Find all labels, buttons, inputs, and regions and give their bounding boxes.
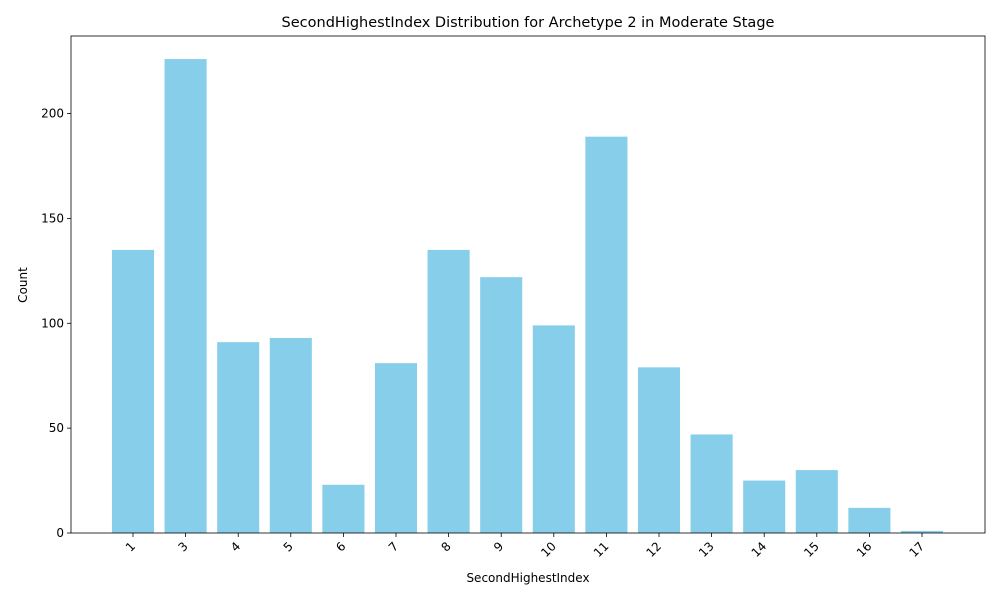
x-tick-label: 12 xyxy=(643,539,664,560)
x-tick-label: 9 xyxy=(491,539,506,554)
bar-6 xyxy=(322,484,365,533)
x-tick-label: 14 xyxy=(749,539,770,560)
bar-13 xyxy=(690,434,733,533)
y-tick-label: 200 xyxy=(41,107,64,121)
y-tick-label: 50 xyxy=(49,421,64,435)
x-tick-label: 16 xyxy=(854,539,875,560)
x-tick-label: 1 xyxy=(123,539,138,554)
bar-15 xyxy=(795,470,838,533)
x-axis: 1 3 4 5 6 7 8 9 10 11 12 13 14 15 16 17 xyxy=(123,533,927,560)
bar-12 xyxy=(637,367,681,533)
x-tick-label: 13 xyxy=(696,539,717,560)
x-tick-label: 3 xyxy=(175,539,190,554)
bar-8 xyxy=(427,249,470,533)
bar-11 xyxy=(585,136,628,533)
plot-frame xyxy=(70,35,986,534)
bar-3 xyxy=(164,59,207,533)
y-axis: 0 50 100 150 200 xyxy=(41,107,71,540)
bar-1 xyxy=(111,249,155,533)
bars-group xyxy=(111,59,944,533)
x-tick-label: 17 xyxy=(906,539,927,560)
y-tick-label: 150 xyxy=(41,211,64,225)
x-tick-label: 4 xyxy=(228,539,243,554)
x-tick-label: 6 xyxy=(333,539,348,554)
bar-5 xyxy=(269,337,312,533)
x-tick-label: 11 xyxy=(591,539,612,560)
bar-16 xyxy=(848,507,891,533)
bar-9 xyxy=(480,277,523,533)
y-tick-label: 100 xyxy=(41,316,64,330)
x-tick-label: 15 xyxy=(801,539,822,560)
x-axis-label: SecondHighestIndex xyxy=(466,571,589,585)
bar-4 xyxy=(217,342,260,533)
x-tick-label: 8 xyxy=(438,539,453,554)
y-tick-label: 0 xyxy=(56,526,64,540)
x-tick-label: 5 xyxy=(281,539,296,554)
bar-7 xyxy=(374,363,418,533)
bar-14 xyxy=(743,480,786,533)
bar-17 xyxy=(900,530,944,533)
x-tick-label: 7 xyxy=(386,539,401,554)
x-tick-label: 10 xyxy=(538,539,559,560)
chart-title: SecondHighestIndex Distribution for Arch… xyxy=(282,15,775,31)
y-axis-label: Count xyxy=(16,267,30,303)
bar-10 xyxy=(532,325,575,533)
